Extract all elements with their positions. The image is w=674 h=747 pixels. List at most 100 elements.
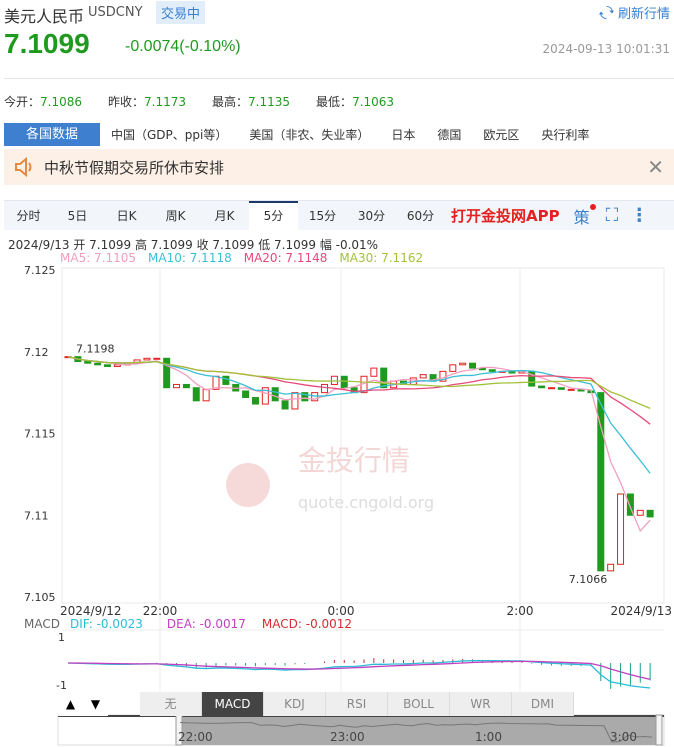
candle <box>173 383 181 389</box>
candle <box>449 364 457 372</box>
quote-time: 2024-09-13 10:01:31 <box>542 42 670 56</box>
period-tab[interactable]: 5分 <box>249 200 298 231</box>
navigator-handle-right[interactable] <box>655 714 663 746</box>
y-tick-label: 7.12 <box>24 346 49 359</box>
candle <box>143 357 151 361</box>
macd-legend: MACD DIF: -0.0023 DEA: -0.0017 MACD: -0.… <box>24 617 352 631</box>
ma-line <box>67 356 651 409</box>
stat-label: 今开： <box>4 95 41 109</box>
period-tab[interactable]: 月K <box>214 208 235 223</box>
ma-label: MA10: 7.1118 <box>148 251 232 265</box>
notice-banner[interactable]: 中秋节假期交易所休市安排 ✕ <box>4 149 674 185</box>
stat-value: 7.1173 <box>144 95 187 109</box>
country-tab[interactable]: 美国（非农、失业率） <box>249 128 370 142</box>
navigator-window[interactable] <box>180 715 660 745</box>
period-tab[interactable]: 60分 <box>406 208 435 223</box>
indicator-tab[interactable]: KDJ <box>264 692 326 716</box>
dea-line <box>67 660 651 680</box>
x-tick-label: 2024/9/12 <box>60 604 122 618</box>
plot-frame <box>61 267 665 604</box>
indicator-tab[interactable]: DMI <box>512 692 574 716</box>
macd-tick: -1 <box>56 679 67 692</box>
candle <box>538 385 546 389</box>
candle <box>459 362 467 366</box>
candle <box>370 367 378 377</box>
candle <box>617 493 625 565</box>
divider <box>4 78 674 79</box>
fullscreen-icon[interactable]: ⛶ <box>605 205 619 226</box>
country-tab[interactable]: 中国（GDP、ppi等） <box>111 128 228 142</box>
candle <box>251 397 259 405</box>
candle <box>113 364 121 367</box>
min-label: 7.1066 <box>569 573 608 586</box>
open-app-link[interactable]: 打开金投网APP <box>451 207 560 225</box>
dif-value: DIF: -0.0023 <box>69 617 143 631</box>
candle <box>182 383 190 389</box>
candle <box>222 375 230 385</box>
stats-row: 今开：7.1086 昨收：7.1173 最高：7.1135 最低：7.1063 <box>4 93 420 110</box>
scroll-down-button[interactable]: ▼ <box>83 692 108 716</box>
candle <box>469 362 477 369</box>
more-icon[interactable]: ⋮ <box>630 205 649 226</box>
candle <box>281 400 289 410</box>
country-tab[interactable]: 央行利率 <box>541 128 590 142</box>
ma-label: MA30: 7.1162 <box>339 251 424 265</box>
navigator-line <box>179 721 653 743</box>
period-tab[interactable]: 周K <box>165 208 186 223</box>
country-tab[interactable]: 德国 <box>437 128 462 142</box>
candle <box>636 509 644 516</box>
ma-line <box>67 356 651 425</box>
current-price: 7.1099 <box>4 28 90 59</box>
indicator-tabs: ▲ ▼ 无 MACD KDJ RSI BOLL WR DMI <box>58 692 574 716</box>
candle <box>84 361 92 364</box>
indicator-tab[interactable]: MACD <box>202 692 264 716</box>
instrument-title: 美元人民币 <box>4 7 85 26</box>
country-tab[interactable]: 各国数据 <box>4 123 100 146</box>
y-tick-label: 7.125 <box>24 264 56 277</box>
candle <box>607 563 615 572</box>
stat-value: 7.1063 <box>352 95 395 109</box>
stat-item: 最高：7.1135 <box>212 93 290 110</box>
period-tab[interactable]: 5日 <box>67 208 88 223</box>
stat-item: 最低：7.1063 <box>316 93 394 110</box>
x-tick-label: 22:00 <box>143 604 178 618</box>
indicator-tab[interactable]: WR <box>450 692 512 716</box>
refresh-label: 刷新行情 <box>617 7 670 22</box>
scroll-up-button[interactable]: ▲ <box>58 692 83 716</box>
candle <box>419 374 427 379</box>
x-tick-label: 2024/9/13 <box>610 604 672 618</box>
refresh-button[interactable]: 刷新行情 <box>598 3 670 22</box>
speaker-icon <box>15 157 32 177</box>
candle <box>163 357 171 389</box>
macd-title: MACD <box>24 617 60 631</box>
candle <box>202 388 210 402</box>
period-tab[interactable]: 30分 <box>357 208 386 223</box>
candle <box>94 362 102 366</box>
y-tick-label: 7.11 <box>24 509 49 522</box>
price-change: -0.0074(-0.10%) <box>125 38 241 55</box>
candle <box>242 390 250 399</box>
country-tabs: 各国数据 中国（GDP、ppi等） 美国（非农、失业率） 日本 德国 欧元区 央行利率 <box>4 123 674 146</box>
country-tab[interactable]: 欧元区 <box>483 128 520 142</box>
candle <box>626 493 634 516</box>
country-tab[interactable]: 日本 <box>391 128 416 142</box>
y-tick-label: 7.115 <box>24 428 56 441</box>
candle <box>597 392 605 572</box>
close-icon[interactable]: ✕ <box>647 155 664 179</box>
watermark-logo <box>226 463 270 507</box>
ma-label: MA5: 7.1105 <box>60 251 137 265</box>
strategy-button[interactable]: 策 <box>574 203 596 228</box>
max-label: 7.1198 <box>76 343 115 356</box>
candle <box>488 369 496 372</box>
indicator-tab[interactable]: RSI <box>326 692 388 716</box>
candle <box>567 388 575 391</box>
period-tab[interactable]: 分时 <box>16 208 41 223</box>
y-tick-label: 7.105 <box>24 591 56 604</box>
indicator-tab[interactable]: 无 <box>140 692 202 716</box>
period-tab[interactable]: 15分 <box>308 208 337 223</box>
stat-value: 7.1135 <box>248 95 291 109</box>
indicator-tab[interactable]: BOLL <box>388 692 450 716</box>
candle <box>557 387 565 390</box>
period-tab[interactable]: 日K <box>116 208 137 223</box>
